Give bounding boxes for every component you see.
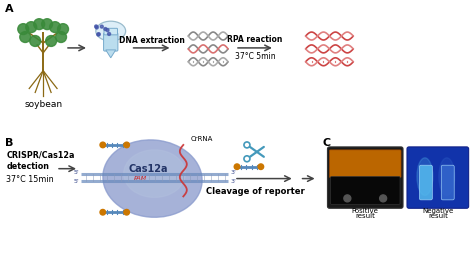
Text: A: A bbox=[5, 4, 14, 14]
Text: soybean: soybean bbox=[24, 100, 62, 109]
Text: Cleavage of reporter: Cleavage of reporter bbox=[206, 186, 304, 196]
Text: B: B bbox=[5, 138, 14, 148]
Text: RPA reaction: RPA reaction bbox=[227, 35, 283, 44]
Text: 37°C 15min: 37°C 15min bbox=[6, 175, 54, 184]
Circle shape bbox=[95, 25, 98, 28]
Circle shape bbox=[20, 32, 31, 42]
FancyBboxPatch shape bbox=[329, 150, 401, 178]
Circle shape bbox=[57, 24, 69, 35]
Circle shape bbox=[26, 22, 36, 32]
Circle shape bbox=[100, 142, 106, 148]
Circle shape bbox=[344, 195, 351, 202]
Text: detection: detection bbox=[6, 162, 49, 171]
Ellipse shape bbox=[124, 150, 185, 197]
Circle shape bbox=[34, 19, 45, 30]
Circle shape bbox=[104, 28, 107, 31]
FancyBboxPatch shape bbox=[330, 177, 400, 204]
Circle shape bbox=[50, 22, 61, 32]
Circle shape bbox=[30, 35, 41, 46]
Circle shape bbox=[55, 32, 66, 42]
Polygon shape bbox=[106, 50, 116, 58]
Circle shape bbox=[18, 24, 29, 35]
Circle shape bbox=[258, 164, 264, 169]
Text: 3': 3' bbox=[230, 179, 236, 184]
Circle shape bbox=[97, 33, 100, 36]
Circle shape bbox=[106, 29, 109, 32]
Text: DNA extraction: DNA extraction bbox=[118, 36, 184, 45]
FancyBboxPatch shape bbox=[328, 147, 403, 208]
Text: 37°C 5min: 37°C 5min bbox=[235, 52, 275, 61]
Text: 5': 5' bbox=[73, 179, 79, 184]
Text: CrRNA: CrRNA bbox=[190, 136, 213, 142]
Ellipse shape bbox=[103, 140, 202, 217]
Text: PAM: PAM bbox=[134, 176, 147, 181]
Text: C: C bbox=[322, 138, 331, 148]
Text: Cas12a: Cas12a bbox=[129, 164, 168, 174]
FancyBboxPatch shape bbox=[407, 147, 469, 208]
Ellipse shape bbox=[417, 158, 433, 196]
Text: Positive: Positive bbox=[352, 208, 379, 214]
FancyBboxPatch shape bbox=[104, 33, 118, 51]
Text: result: result bbox=[356, 213, 375, 219]
Circle shape bbox=[108, 32, 110, 35]
Text: 3': 3' bbox=[230, 170, 236, 175]
Circle shape bbox=[100, 210, 106, 215]
Text: result: result bbox=[428, 213, 448, 219]
Ellipse shape bbox=[439, 158, 455, 196]
FancyBboxPatch shape bbox=[104, 28, 118, 35]
Circle shape bbox=[97, 33, 100, 36]
Ellipse shape bbox=[96, 21, 126, 41]
Circle shape bbox=[95, 26, 98, 29]
Circle shape bbox=[124, 142, 129, 148]
FancyBboxPatch shape bbox=[419, 165, 432, 200]
Circle shape bbox=[100, 25, 103, 28]
Text: 5': 5' bbox=[73, 170, 79, 175]
Text: CRISPR/Cas12a: CRISPR/Cas12a bbox=[6, 151, 75, 160]
Circle shape bbox=[46, 35, 56, 46]
Circle shape bbox=[234, 164, 240, 169]
Circle shape bbox=[124, 210, 129, 215]
Circle shape bbox=[380, 195, 387, 202]
Circle shape bbox=[42, 19, 53, 30]
Text: Negative: Negative bbox=[422, 208, 454, 214]
FancyBboxPatch shape bbox=[441, 165, 454, 200]
